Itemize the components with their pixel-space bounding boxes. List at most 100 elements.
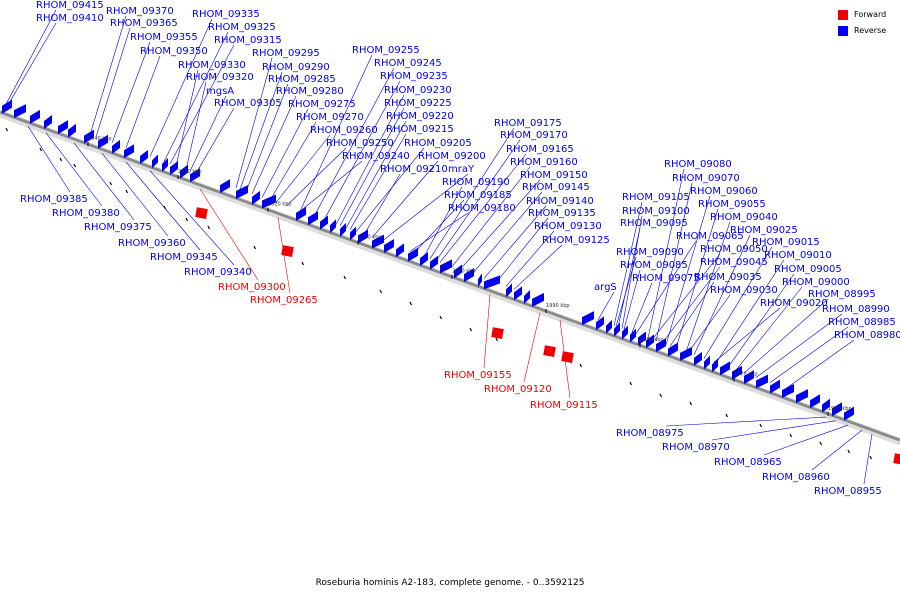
reverse-gene-label-bottom[interactable]: RHOM_08975 <box>616 428 684 439</box>
reverse-gene-label-top[interactable]: RHOM_09260 <box>310 125 378 136</box>
reverse-gene-label-top[interactable]: RHOM_09305 <box>214 98 282 109</box>
reverse-gene-label-top[interactable]: RHOM_09075 <box>632 273 700 284</box>
reverse-gene-block[interactable] <box>739 367 758 387</box>
reverse-gene-label-top[interactable]: RHOM_09210 <box>380 164 448 175</box>
reverse-gene-label-bottom[interactable]: RHOM_09385 <box>20 194 88 205</box>
reverse-gene-block[interactable] <box>715 358 734 378</box>
reverse-gene-label-top[interactable]: RHOM_09040 <box>710 212 778 223</box>
reverse-gene-label-top[interactable]: RHOM_09090 <box>616 247 684 258</box>
reverse-gene-block[interactable] <box>435 255 456 277</box>
reverse-gene-label-bottom[interactable]: RHOM_08965 <box>714 457 782 468</box>
reverse-gene-label-top[interactable]: RHOM_09085 <box>620 260 688 271</box>
reverse-gene-block[interactable] <box>791 385 812 407</box>
reverse-gene-block[interactable] <box>257 190 280 213</box>
reverse-gene-label-bottom[interactable]: RHOM_09345 <box>150 252 218 263</box>
reverse-gene-label-top[interactable]: RHOM_09045 <box>700 257 768 268</box>
reverse-gene-label-top[interactable]: RHOM_09010 <box>764 250 832 261</box>
reverse-gene-block[interactable] <box>135 147 152 166</box>
reverse-gene-block[interactable] <box>727 363 746 383</box>
reverse-gene-block[interactable] <box>165 158 182 177</box>
forward-gene-label[interactable]: RHOM_09155 <box>444 370 512 381</box>
reverse-gene-label-top[interactable]: RHOM_09245 <box>374 58 442 69</box>
reverse-gene-block[interactable] <box>231 181 252 203</box>
reverse-gene-label-top[interactable]: RHOM_09200 <box>418 151 486 162</box>
reverse-gene-block[interactable] <box>391 241 408 260</box>
reverse-gene-label-top[interactable]: RHOM_09030 <box>710 285 778 296</box>
reverse-gene-label-top[interactable]: RHOM_09410 <box>36 13 104 24</box>
reverse-gene-label-top[interactable]: RHOM_08990 <box>822 304 890 315</box>
forward-gene-label[interactable]: RHOM_09265 <box>250 295 318 306</box>
reverse-gene-block[interactable] <box>315 213 332 232</box>
reverse-gene-label-top[interactable]: RHOM_09225 <box>384 98 452 109</box>
reverse-gene-label-top[interactable]: RHOM_09055 <box>698 199 766 210</box>
reverse-gene-label-top[interactable]: RHOM_09350 <box>140 46 208 57</box>
forward-gene-block[interactable] <box>893 453 900 465</box>
reverse-gene-block[interactable] <box>459 265 478 285</box>
reverse-gene-label-top[interactable]: RHOM_09180 <box>448 203 516 214</box>
reverse-gene-label-top[interactable]: RHOM_09215 <box>386 124 454 135</box>
reverse-gene-label-top[interactable]: RHOM_09275 <box>288 99 356 110</box>
reverse-gene-block[interactable] <box>325 217 340 235</box>
reverse-gene-label-top[interactable]: RHOM_09145 <box>522 182 590 193</box>
reverse-gene-block[interactable] <box>175 162 192 181</box>
reverse-gene-label-top[interactable]: RHOM_09160 <box>510 157 578 168</box>
legend-item-reverse[interactable]: Reverse <box>838 24 900 37</box>
reverse-gene-block[interactable] <box>675 343 696 365</box>
reverse-gene-label-top[interactable]: RHOM_09050 <box>700 244 768 255</box>
reverse-gene-label-top[interactable]: RHOM_09290 <box>262 62 330 73</box>
reverse-gene-label-top[interactable]: RHOM_09315 <box>214 35 282 46</box>
reverse-gene-block[interactable] <box>449 262 466 281</box>
forward-gene-block[interactable] <box>543 345 556 357</box>
reverse-gene-block[interactable] <box>765 376 784 396</box>
legend-item-forward[interactable]: Forward <box>838 8 900 21</box>
reverse-gene-label-top[interactable]: RHOM_09150 <box>520 170 588 181</box>
reverse-gene-block[interactable] <box>0 97 17 117</box>
reverse-gene-block[interactable] <box>39 112 56 131</box>
reverse-gene-block[interactable] <box>119 141 138 161</box>
reverse-gene-label-top[interactable]: mgsA <box>206 86 234 97</box>
reverse-gene-label-top[interactable]: RHOM_09130 <box>534 221 602 232</box>
reverse-gene-label-top[interactable]: RHOM_09020 <box>760 298 828 309</box>
reverse-gene-label-top[interactable]: argS <box>594 282 617 293</box>
reverse-gene-label-top[interactable]: RHOM_09135 <box>528 208 596 219</box>
reverse-gene-label-top[interactable]: RHOM_09370 <box>106 6 174 17</box>
reverse-gene-label-top[interactable]: RHOM_09065 <box>676 231 744 242</box>
reverse-gene-label-bottom[interactable]: RHOM_08955 <box>814 486 882 497</box>
reverse-gene-label-top[interactable]: RHOM_09320 <box>186 72 254 83</box>
reverse-gene-block[interactable] <box>335 221 350 239</box>
reverse-gene-block[interactable] <box>93 131 112 151</box>
reverse-gene-label-bottom[interactable]: RHOM_09380 <box>52 208 120 219</box>
reverse-gene-label-top[interactable]: RHOM_09235 <box>380 71 448 82</box>
reverse-gene-block[interactable] <box>415 249 432 268</box>
reverse-gene-block[interactable] <box>185 165 204 185</box>
reverse-gene-label-top[interactable]: RHOM_09140 <box>526 196 594 207</box>
reverse-gene-label-top[interactable]: RHOM_09205 <box>404 138 472 149</box>
reverse-gene-block[interactable] <box>479 270 504 294</box>
reverse-gene-label-top[interactable]: RHOM_09165 <box>506 144 574 155</box>
forward-gene-block[interactable] <box>561 351 574 363</box>
reverse-gene-label-bottom[interactable]: RHOM_09340 <box>184 267 252 278</box>
reverse-gene-block[interactable] <box>303 208 322 228</box>
reverse-gene-block[interactable] <box>63 121 80 140</box>
reverse-gene-label-top[interactable]: RHOM_08980 <box>834 330 900 341</box>
reverse-gene-block[interactable] <box>617 324 632 342</box>
reverse-gene-label-top[interactable]: RHOM_09270 <box>296 112 364 123</box>
reverse-gene-block[interactable] <box>9 100 30 122</box>
reverse-gene-label-top[interactable]: RHOM_09070 <box>672 173 740 184</box>
reverse-gene-label-top[interactable]: RHOM_09325 <box>208 22 276 33</box>
reverse-gene-block[interactable] <box>147 152 162 170</box>
forward-gene-block[interactable] <box>281 245 294 257</box>
reverse-gene-block[interactable] <box>527 289 548 311</box>
reverse-gene-block[interactable] <box>367 231 388 253</box>
reverse-gene-block[interactable] <box>53 117 72 137</box>
reverse-gene-block[interactable] <box>601 318 616 336</box>
reverse-gene-block[interactable] <box>425 253 442 272</box>
reverse-gene-block[interactable] <box>777 380 798 402</box>
reverse-gene-block[interactable] <box>345 225 360 243</box>
reverse-gene-label-top[interactable]: RHOM_09060 <box>690 186 758 197</box>
reverse-gene-block[interactable] <box>699 354 714 372</box>
reverse-gene-block[interactable] <box>641 332 658 351</box>
reverse-gene-label-top[interactable]: RHOM_09285 <box>268 74 336 85</box>
reverse-gene-block[interactable] <box>663 339 682 359</box>
forward-gene-label[interactable]: RHOM_09300 <box>218 282 286 293</box>
